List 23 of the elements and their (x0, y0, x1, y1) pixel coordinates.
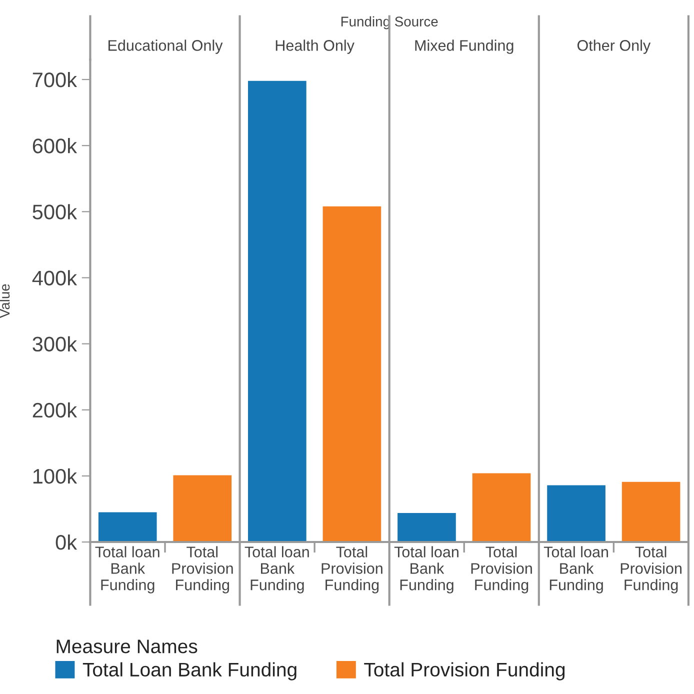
y-tick-label: 400k (32, 270, 78, 286)
y-tick-label: 700k (32, 72, 78, 88)
text: Educational Only (108, 40, 223, 54)
text: Mixed Funding (415, 40, 514, 54)
x-tick-label: Total Provision Funding (172, 546, 233, 594)
y-tick-label: 600k (32, 138, 78, 154)
x-tick-label: Total loan Bank Funding (244, 546, 309, 594)
y-tick-label: 0k (56, 534, 78, 550)
x-tick-label: Total Provision Funding (620, 546, 682, 594)
x-tick-label: Total loan Bank Funding (394, 546, 458, 594)
text: Health Only (276, 40, 354, 54)
text: Other Only (577, 40, 651, 54)
y-tick-label: 200k (32, 402, 78, 418)
x-tick-label: Total Provision Funding (471, 546, 532, 594)
y-tick-label: 500k (32, 204, 78, 220)
x-tick-label: Total Provision Funding (322, 546, 382, 594)
x-tick-label: Total loan Bank Funding (544, 546, 608, 594)
x-tick-label: Total loan Bank Funding (95, 546, 160, 594)
y-tick-label: 100k (33, 468, 78, 484)
legend-label: Total Loan Bank Funding (82, 662, 296, 680)
y-tick-label: 300k (32, 336, 78, 352)
legend-label: Total Provision Funding (364, 662, 565, 680)
legend-title: Measure Names (56, 640, 198, 654)
